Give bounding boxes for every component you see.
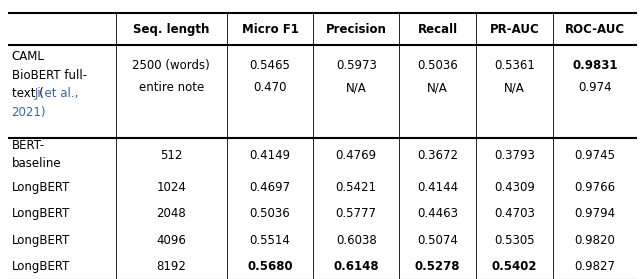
Text: 0.4697: 0.4697 (250, 181, 291, 194)
Text: 0.5036: 0.5036 (250, 207, 291, 220)
Text: 0.5421: 0.5421 (336, 181, 377, 194)
Text: 0.9827: 0.9827 (574, 260, 615, 273)
Text: 0.4144: 0.4144 (417, 181, 458, 194)
Text: PR-AUC: PR-AUC (490, 23, 540, 35)
Text: BERT-: BERT- (12, 139, 45, 152)
Text: 0.974: 0.974 (578, 81, 612, 94)
Text: 0.5973: 0.5973 (336, 59, 377, 72)
Text: 0.6148: 0.6148 (333, 260, 379, 273)
Text: 0.9831: 0.9831 (572, 59, 618, 72)
Text: LongBERT: LongBERT (12, 260, 70, 273)
Text: N/A: N/A (346, 81, 367, 94)
Text: Recall: Recall (418, 23, 458, 35)
Text: 0.9794: 0.9794 (574, 207, 615, 220)
Text: 0.5402: 0.5402 (492, 260, 537, 273)
Text: 0.3672: 0.3672 (417, 149, 458, 162)
Text: LongBERT: LongBERT (12, 181, 70, 194)
Text: 0.4463: 0.4463 (417, 207, 458, 220)
Text: 0.5074: 0.5074 (417, 234, 458, 247)
Text: LongBERT: LongBERT (12, 207, 70, 220)
Text: LongBERT: LongBERT (12, 234, 70, 247)
Text: 0.5465: 0.5465 (250, 59, 291, 72)
Text: 0.5305: 0.5305 (494, 234, 535, 247)
Text: 2048: 2048 (156, 207, 186, 220)
Text: 0.5361: 0.5361 (494, 59, 535, 72)
Text: 0.5514: 0.5514 (250, 234, 291, 247)
Text: baseline: baseline (12, 157, 61, 170)
Text: 2500 (words): 2500 (words) (132, 59, 210, 72)
Text: N/A: N/A (504, 81, 525, 94)
Text: text (: text ( (12, 87, 44, 100)
Text: 1024: 1024 (156, 181, 186, 194)
Text: 0.5680: 0.5680 (247, 260, 293, 273)
Text: BioBERT full-: BioBERT full- (12, 69, 86, 82)
Text: entire note: entire note (139, 81, 204, 94)
Text: 0.9820: 0.9820 (574, 234, 615, 247)
Text: Seq. length: Seq. length (133, 23, 209, 35)
Text: 0.5278: 0.5278 (415, 260, 460, 273)
Text: Ji et al.,: Ji et al., (35, 87, 79, 100)
Text: 0.5036: 0.5036 (417, 59, 458, 72)
Text: 0.4149: 0.4149 (250, 149, 291, 162)
Text: 8192: 8192 (156, 260, 186, 273)
Text: 0.9766: 0.9766 (574, 181, 615, 194)
Text: 0.6038: 0.6038 (336, 234, 376, 247)
Text: 0.5777: 0.5777 (336, 207, 377, 220)
Text: 0.3793: 0.3793 (494, 149, 535, 162)
Text: 0.4703: 0.4703 (494, 207, 535, 220)
Text: Precision: Precision (326, 23, 387, 35)
Text: 512: 512 (160, 149, 182, 162)
Text: 0.4309: 0.4309 (494, 181, 535, 194)
Text: 2021): 2021) (12, 106, 46, 119)
Text: 0.4769: 0.4769 (335, 149, 377, 162)
Text: 0.470: 0.470 (253, 81, 287, 94)
Text: 4096: 4096 (156, 234, 186, 247)
Text: N/A: N/A (428, 81, 448, 94)
Text: ROC-AUC: ROC-AUC (564, 23, 625, 35)
Text: 0.9745: 0.9745 (574, 149, 615, 162)
Text: CAML: CAML (12, 50, 44, 64)
Text: Micro F1: Micro F1 (241, 23, 298, 35)
